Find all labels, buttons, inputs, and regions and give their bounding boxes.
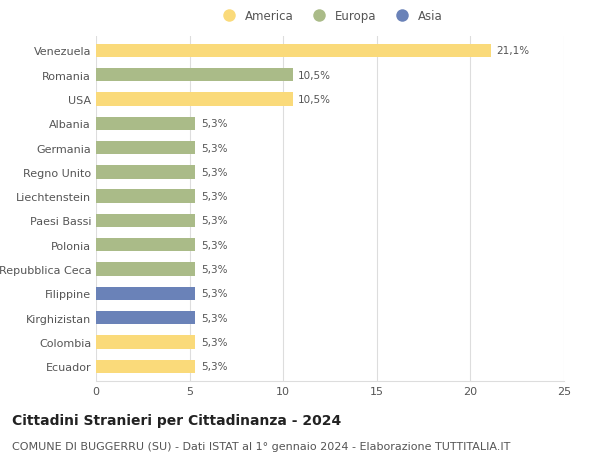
- Text: 5,3%: 5,3%: [201, 361, 227, 371]
- Bar: [96, 166, 195, 179]
- Bar: [96, 93, 293, 106]
- Text: 5,3%: 5,3%: [201, 264, 227, 274]
- Bar: [96, 69, 293, 82]
- Text: 5,3%: 5,3%: [201, 192, 227, 202]
- Text: 5,3%: 5,3%: [201, 216, 227, 226]
- Bar: [96, 287, 195, 300]
- Bar: [96, 45, 491, 58]
- Text: COMUNE DI BUGGERRU (SU) - Dati ISTAT al 1° gennaio 2024 - Elaborazione TUTTITALI: COMUNE DI BUGGERRU (SU) - Dati ISTAT al …: [12, 441, 511, 451]
- Text: 10,5%: 10,5%: [298, 71, 331, 80]
- Text: 5,3%: 5,3%: [201, 337, 227, 347]
- Bar: [96, 190, 195, 203]
- Text: 5,3%: 5,3%: [201, 168, 227, 178]
- Text: 5,3%: 5,3%: [201, 289, 227, 299]
- Text: 5,3%: 5,3%: [201, 240, 227, 250]
- Bar: [96, 214, 195, 228]
- Text: 10,5%: 10,5%: [298, 95, 331, 105]
- Bar: [96, 118, 195, 131]
- Text: 5,3%: 5,3%: [201, 143, 227, 153]
- Text: 5,3%: 5,3%: [201, 119, 227, 129]
- Bar: [96, 141, 195, 155]
- Bar: [96, 311, 195, 325]
- Bar: [96, 360, 195, 373]
- Text: Cittadini Stranieri per Cittadinanza - 2024: Cittadini Stranieri per Cittadinanza - 2…: [12, 413, 341, 427]
- Bar: [96, 336, 195, 349]
- Bar: [96, 263, 195, 276]
- Text: 5,3%: 5,3%: [201, 313, 227, 323]
- Text: 21,1%: 21,1%: [497, 46, 530, 56]
- Legend: America, Europa, Asia: America, Europa, Asia: [213, 5, 447, 28]
- Bar: [96, 239, 195, 252]
